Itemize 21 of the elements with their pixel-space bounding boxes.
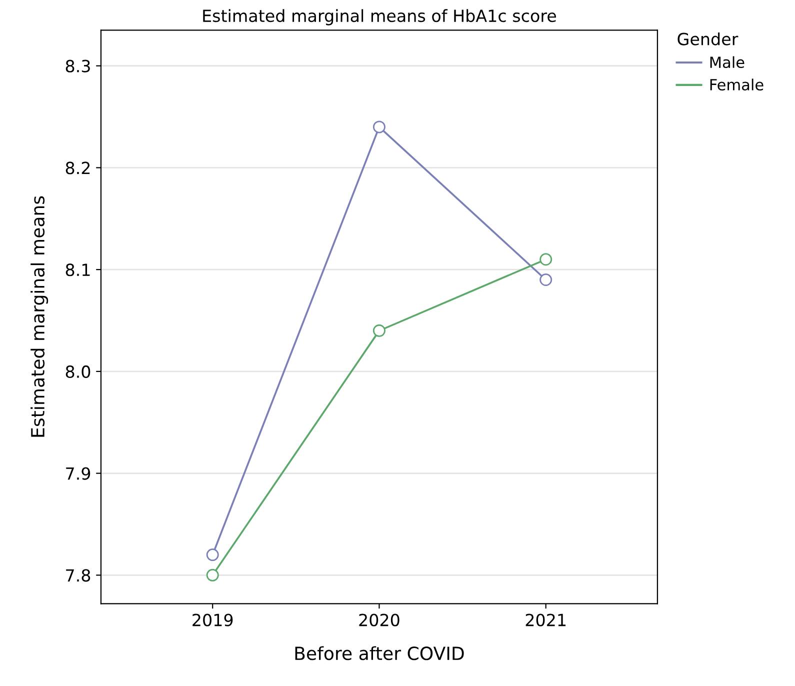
y-tick-label: 8.3 [66, 60, 90, 72]
legend-label: Male [710, 56, 744, 68]
x-tick-label: 2021 [526, 614, 566, 626]
y-tick-label: 8.2 [66, 162, 90, 174]
chart-title: Estimated marginal means of HbA1c score [203, 9, 556, 26]
point [540, 253, 552, 266]
x-axis-title: Before after COVID [295, 646, 464, 660]
legend-title: Gender [678, 32, 738, 46]
x-tick-label: 2020 [359, 614, 400, 626]
y-tick-label: 8.0 [66, 365, 90, 378]
y-tick-label: 7.9 [66, 467, 90, 480]
y-tick-label: 8.1 [66, 264, 90, 276]
point [372, 120, 386, 134]
point [206, 548, 219, 562]
point [372, 324, 386, 337]
y-tick-label: 7.8 [66, 569, 90, 582]
point [206, 568, 219, 582]
y-axis-title: Estimated marginal means [30, 196, 48, 437]
point [540, 274, 552, 286]
legend-label: Female [710, 78, 764, 90]
x-tick-label: 2019 [192, 614, 233, 626]
